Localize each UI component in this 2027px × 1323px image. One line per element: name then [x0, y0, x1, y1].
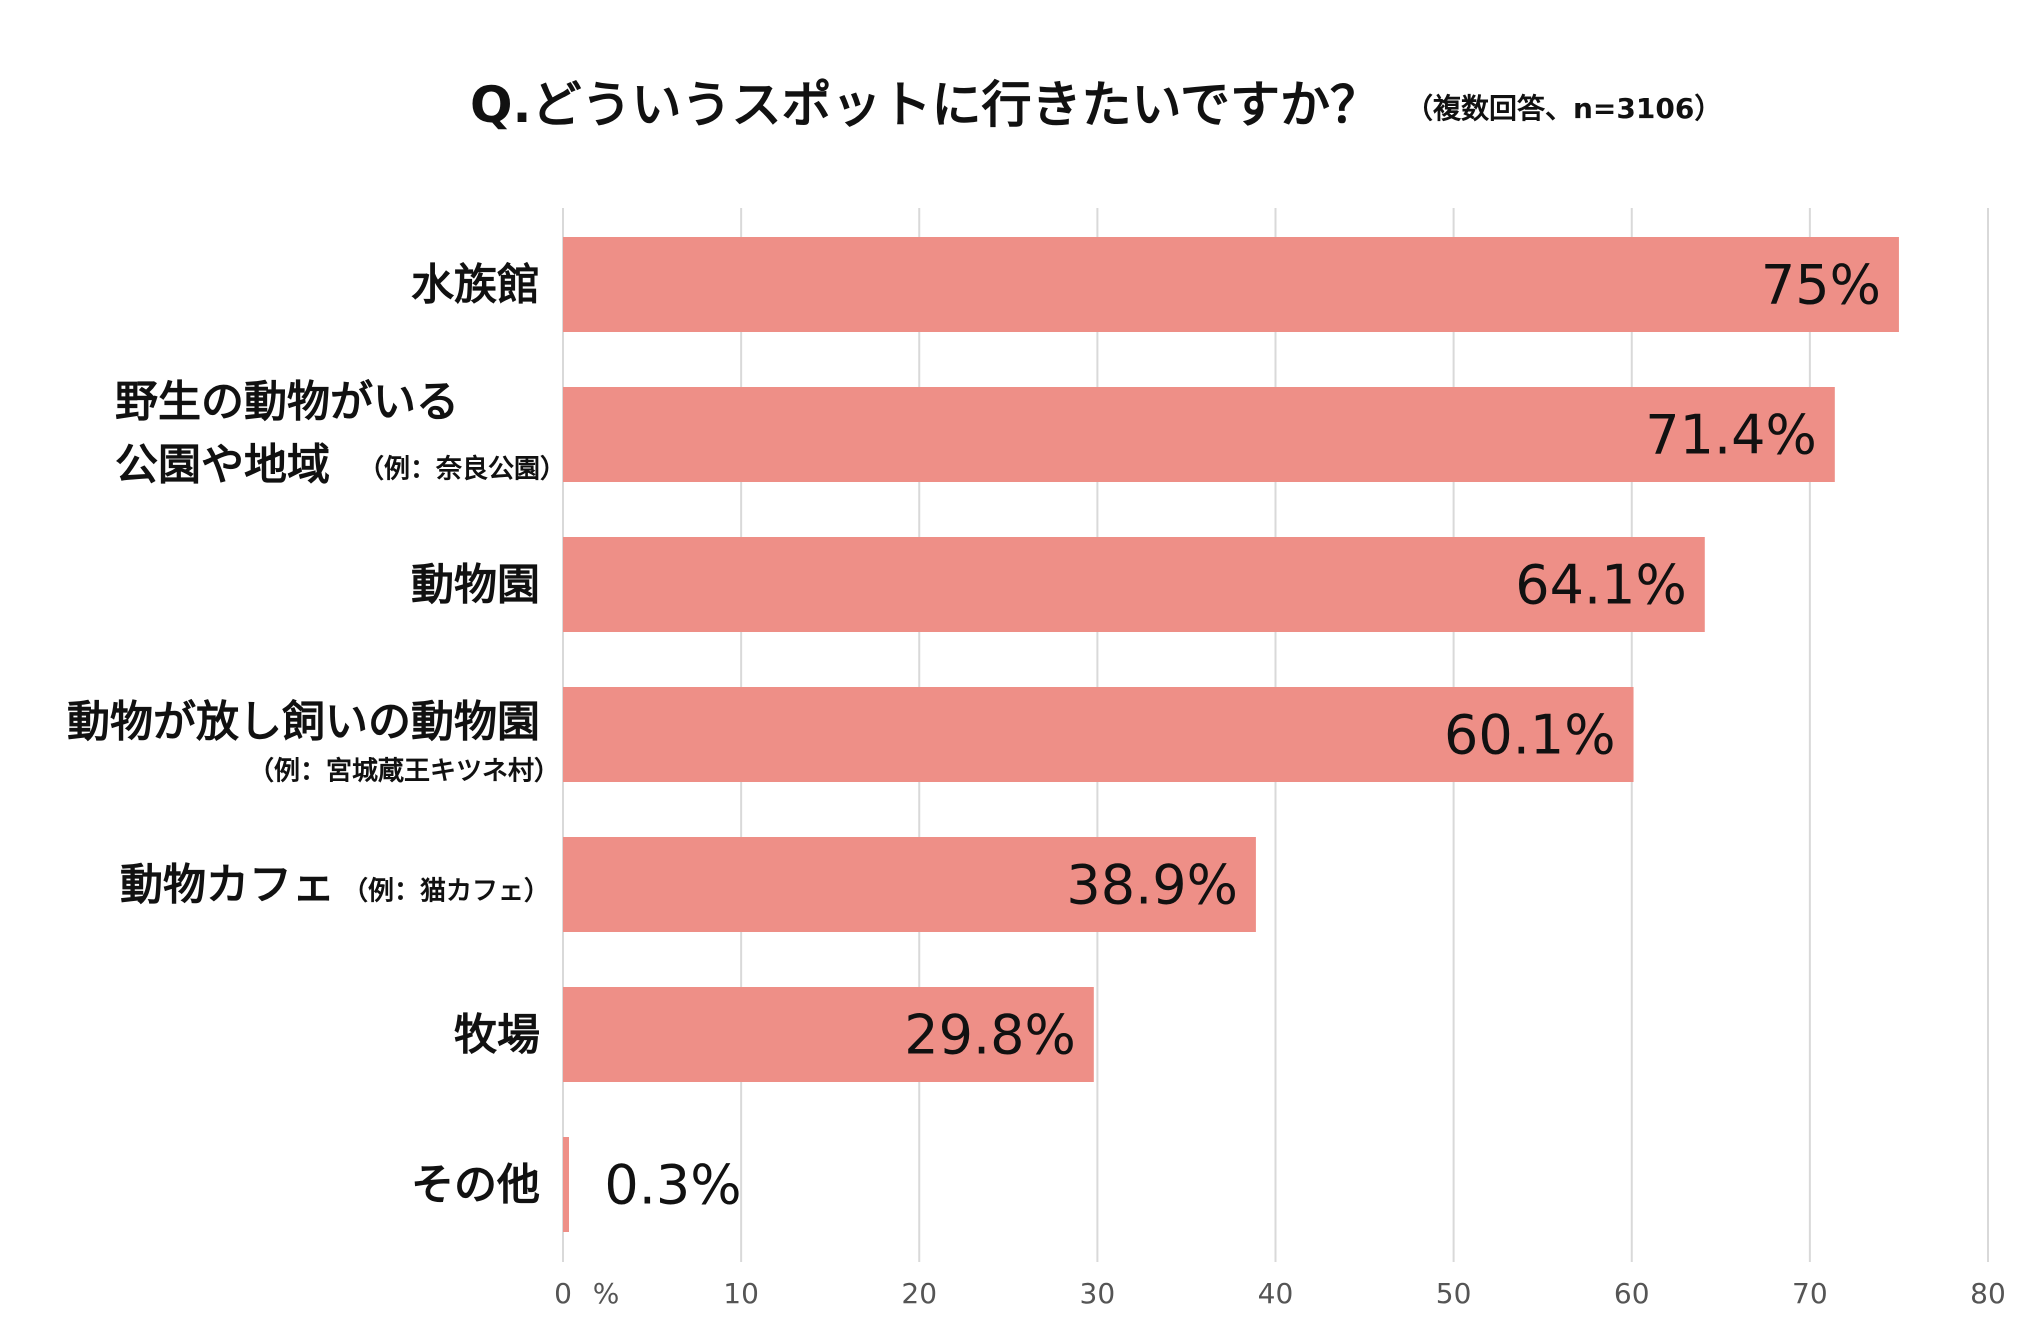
category-label-1: 水族館: [411, 261, 540, 311]
category-label-7: その他: [411, 1161, 540, 1211]
bar-6: [563, 987, 1094, 1082]
data-label-4: 60.1%: [1444, 704, 1616, 767]
tick-label-70: 70: [1792, 1277, 1828, 1310]
chart-subtitle: （複数回答、n=3106）: [1405, 92, 1722, 125]
bar-1: [563, 237, 1899, 332]
bar-3: [563, 537, 1705, 632]
bar-4: [563, 687, 1634, 782]
tick-label-80: 80: [1970, 1277, 2006, 1310]
category-label-6: 牧場: [454, 1011, 540, 1061]
bar-7: [563, 1137, 569, 1232]
data-label-7: 0.3%: [604, 1154, 741, 1217]
tick-label-60: 60: [1614, 1277, 1650, 1310]
tick-label-50: 50: [1436, 1277, 1472, 1310]
bar-2: [563, 387, 1835, 482]
unit-label: %: [593, 1277, 620, 1310]
tick-label-20: 20: [901, 1277, 937, 1310]
data-label-1: 75%: [1761, 254, 1881, 317]
tick-label-30: 30: [1080, 1277, 1116, 1310]
bar-5: [563, 837, 1256, 932]
tick-label-40: 40: [1258, 1277, 1294, 1310]
category-label-2-line-2: 公園や地域: [115, 441, 330, 491]
chart-title: Q.どういうスポットに行きたいですか？: [470, 76, 1380, 134]
data-label-3: 64.1%: [1515, 554, 1687, 617]
category-label-3: 動物園: [411, 561, 540, 611]
category-note-2: （例：奈良公園）: [358, 454, 566, 485]
data-label-2: 71.4%: [1645, 404, 1817, 467]
tick-label-10: 10: [723, 1277, 759, 1310]
category-note-4: （例：宮城蔵王キツネ村）: [248, 756, 560, 787]
data-label-5: 38.9%: [1066, 854, 1238, 917]
x-axis-ticks: 0 10 20 30 40 50 60 70 80%: [554, 1277, 2006, 1310]
category-label-2-line-1: 野生の動物がいる: [115, 378, 459, 428]
data-label-6: 29.8%: [904, 1004, 1076, 1067]
bars: 75% 71.4% 64.1% 60.1% 38.9% 29.8% 0.3%: [563, 237, 1899, 1232]
category-note-5: （例：猫カフェ）: [342, 877, 550, 907]
category-label-5: 動物カフェ: [120, 861, 335, 911]
category-label-4: 動物が放し飼いの動物園: [67, 698, 540, 748]
tick-label-0: 0: [554, 1277, 572, 1310]
